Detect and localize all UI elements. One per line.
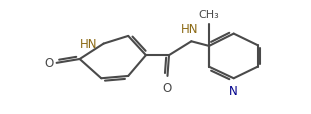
- Text: HN: HN: [80, 38, 97, 51]
- Text: O: O: [44, 57, 53, 70]
- Text: O: O: [163, 82, 172, 95]
- Text: HN: HN: [181, 23, 198, 36]
- Text: N: N: [229, 85, 238, 98]
- Text: CH₃: CH₃: [199, 10, 220, 20]
